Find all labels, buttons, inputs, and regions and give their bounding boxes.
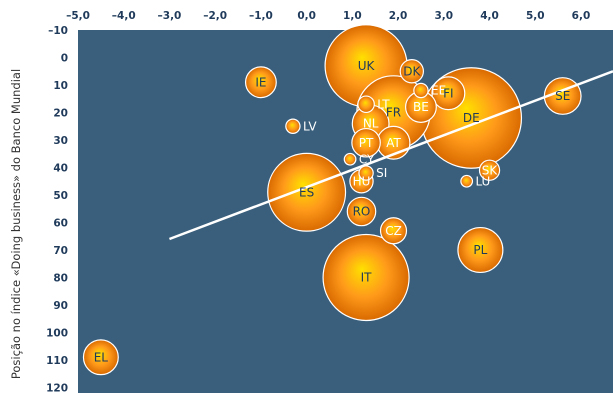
y-tick-label: 80 <box>53 273 68 285</box>
x-tick-label: 0,0 <box>297 10 316 22</box>
y-tick-label: 0 <box>61 53 68 65</box>
bubble-label-uk: UK <box>358 59 376 73</box>
x-tick-label: 6,0 <box>572 10 591 22</box>
bubble-label-lt: LT <box>377 97 390 111</box>
bubble-label-at: AT <box>386 136 401 150</box>
y-tick-label: 90 <box>53 300 68 312</box>
x-tick-label: –3,0 <box>158 10 182 22</box>
y-tick-label: 110 <box>46 355 68 367</box>
x-axis: –5,0 –4,0 –3,0 –2,0 –1,0 0,0 1,0 2,0 3,0 4,0 5,0 6,… <box>66 10 590 22</box>
bubble-label-se: SE <box>555 89 570 103</box>
bubble-pt <box>351 127 381 158</box>
bubble-el <box>82 339 119 376</box>
bubble-label-el: EL <box>94 350 109 364</box>
y-tick-label: –10 <box>48 25 68 37</box>
bubble-label-pl: PL <box>473 243 487 257</box>
bubble-lv <box>285 118 301 134</box>
trend-line <box>169 70 613 241</box>
bubble-label-cz: CZ <box>385 224 402 238</box>
bubble-label-it: IT <box>361 271 373 285</box>
bubble-label-lv: LV <box>303 119 317 133</box>
y-tick-label: 10 <box>53 80 68 92</box>
x-tick-label: –2,0 <box>203 10 227 22</box>
bubble-label-pt: PT <box>359 136 374 150</box>
bubble-pl <box>457 226 504 274</box>
bubble-lt <box>357 95 375 114</box>
bubble-label-ro: RO <box>353 205 371 219</box>
bubble-cy <box>343 152 357 166</box>
bubble-label-cy: CY <box>359 152 375 166</box>
bubble-label-fi: FI <box>443 86 453 100</box>
x-tick-label: 4,0 <box>480 10 499 22</box>
y-tick-label: 60 <box>53 218 68 230</box>
x-tick-label: –5,0 <box>66 10 90 22</box>
bubble-ee <box>413 82 429 99</box>
bubble-label-fr: FR <box>386 106 401 120</box>
bubble-label-hu: HU <box>353 174 371 188</box>
y-tick-label: 70 <box>53 245 68 257</box>
bubble-label-nl: NL <box>363 117 379 131</box>
y-tick-label: 30 <box>53 135 68 147</box>
x-tick-label: 3,0 <box>435 10 454 22</box>
x-tick-label: 5,0 <box>526 10 545 22</box>
bubble-label-sk: SK <box>482 163 499 177</box>
x-tick-label: 2,0 <box>389 10 408 22</box>
bubble-label-ie: IE <box>255 75 266 89</box>
bubble-fi <box>431 76 466 111</box>
y-tick-label: 20 <box>53 108 68 120</box>
y-tick-label: 100 <box>46 328 68 340</box>
bubble-label-es: ES <box>299 185 314 199</box>
y-axis: –10 0 10 20 30 40 50 60 70 80 90 100 110 120 <box>46 25 68 393</box>
bubble-label-lu: LU <box>475 174 490 188</box>
bubble-label-ee: EE <box>431 84 446 98</box>
bubble-cz <box>379 217 408 245</box>
bubble-label-si: SI <box>376 166 387 180</box>
x-tick-label: –4,0 <box>112 10 136 22</box>
y-axis-label: Posição no índice «Doing business» do Ba… <box>9 69 23 379</box>
bubble-lu <box>460 174 474 188</box>
bubble-sk <box>478 159 501 181</box>
y-tick-label: 50 <box>53 190 68 202</box>
bubble-dk <box>399 59 424 84</box>
bubble-es <box>267 152 347 232</box>
bubble-it <box>322 233 410 322</box>
bubble-label-be: BE <box>413 100 429 114</box>
y-tick-label: 40 <box>53 163 68 175</box>
y-tick-label: 120 <box>46 383 68 393</box>
bubble-label-de: DE <box>463 111 480 125</box>
bubble-ie <box>244 66 277 99</box>
x-tick-label: –1,0 <box>249 10 273 22</box>
x-tick-label: 1,0 <box>343 10 362 22</box>
bubble-ro <box>346 196 377 227</box>
bubble-label-dk: DK <box>403 64 421 78</box>
